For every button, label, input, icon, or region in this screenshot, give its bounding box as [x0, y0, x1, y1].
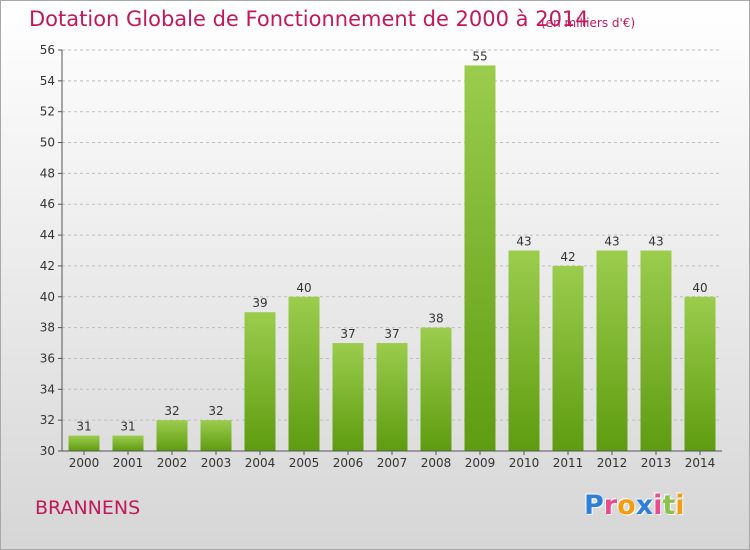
- bar-value-label: 43: [604, 235, 619, 249]
- x-tick-label: 2011: [553, 456, 584, 470]
- chart-unit: (en milliers d'€): [541, 16, 636, 30]
- bar-value-label: 37: [340, 327, 355, 341]
- bar: [156, 420, 188, 451]
- y-tick-label: 36: [40, 351, 55, 365]
- logo-letter: i: [653, 490, 663, 521]
- bar: [552, 265, 584, 451]
- logo-letter: t: [662, 490, 676, 521]
- labels: 30 32 34 36 38 40 42 44 46 48 50 52 54 56 31 2000 31 2001…: [40, 43, 716, 470]
- bar: [244, 312, 276, 451]
- y-tick-label: 42: [40, 259, 55, 273]
- y-tick-label: 46: [40, 197, 55, 211]
- logo-letter: i: [675, 490, 685, 521]
- x-tick-label: 2008: [421, 456, 452, 470]
- bar: [332, 343, 364, 451]
- x-tick-label: 2013: [641, 456, 672, 470]
- bar-value-label: 31: [76, 420, 91, 434]
- commune-name: BRANNENS: [35, 497, 141, 519]
- y-tick-label: 54: [40, 74, 55, 88]
- x-tick-label: 2001: [113, 456, 144, 470]
- bar-value-label: 43: [648, 235, 663, 249]
- bar: [464, 65, 496, 451]
- bar-value-label: 39: [252, 296, 267, 310]
- bar: [596, 250, 628, 451]
- bar-value-label: 31: [120, 420, 135, 434]
- x-tick-label: 2006: [333, 456, 364, 470]
- bar: [376, 343, 408, 451]
- x-tick-label: 2003: [201, 456, 232, 470]
- bar-value-label: 32: [164, 404, 179, 418]
- bar: [508, 250, 540, 451]
- y-tick-label: 30: [40, 444, 55, 458]
- y-tick-label: 34: [40, 382, 55, 396]
- x-tick-label: 2010: [509, 456, 540, 470]
- bar-value-label: 38: [428, 312, 443, 326]
- logo-letter: r: [603, 490, 618, 521]
- bar-value-label: 55: [472, 49, 487, 63]
- y-tick-label: 40: [40, 290, 55, 304]
- logo-letter: x: [635, 490, 654, 521]
- x-tick-label: 2014: [685, 456, 716, 470]
- logo-letter: P: [584, 490, 604, 521]
- bar: [68, 435, 100, 451]
- bar-value-label: 37: [384, 327, 399, 341]
- bar-value-label: 42: [560, 250, 575, 264]
- proxiti-logo: Proxiti: [584, 490, 685, 521]
- x-tick-label: 2000: [69, 456, 100, 470]
- axes: [58, 49, 722, 455]
- chart-title: Dotation Globale de Fonctionnement de 20…: [29, 7, 589, 31]
- y-tick-label: 50: [40, 136, 55, 150]
- x-tick-label: 2004: [245, 456, 276, 470]
- bar: [112, 435, 144, 451]
- bars: [68, 65, 716, 451]
- x-tick-label: 2012: [597, 456, 628, 470]
- bar-value-label: 32: [208, 404, 223, 418]
- x-tick-label: 2009: [465, 456, 496, 470]
- y-tick-label: 38: [40, 321, 55, 335]
- y-tick-label: 52: [40, 105, 55, 119]
- bar-value-label: 40: [296, 281, 311, 295]
- bar: [420, 327, 452, 451]
- y-tick-label: 32: [40, 413, 55, 427]
- bar-value-label: 40: [692, 281, 707, 295]
- bar: [684, 296, 716, 451]
- x-tick-label: 2002: [157, 456, 188, 470]
- y-tick-label: 48: [40, 166, 55, 180]
- x-tick-label: 2005: [289, 456, 320, 470]
- x-tick-label: 2007: [377, 456, 408, 470]
- y-tick-label: 44: [40, 228, 55, 242]
- bar: [200, 420, 232, 451]
- bar: [288, 296, 320, 451]
- bar: [640, 250, 672, 451]
- y-tick-label: 56: [40, 43, 55, 57]
- bar-value-label: 43: [516, 235, 531, 249]
- logo-letter: o: [617, 490, 636, 521]
